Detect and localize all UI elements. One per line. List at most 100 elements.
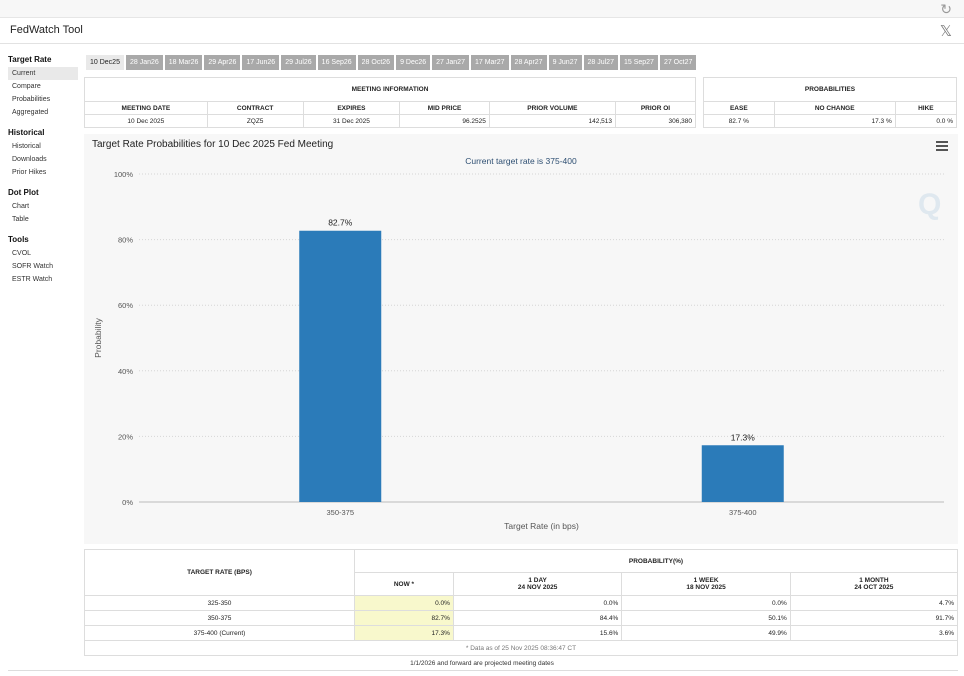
probability-cell: 82.7% <box>354 610 454 626</box>
tab-28-jan26[interactable]: 28 Jan26 <box>125 55 163 70</box>
tab-28-jul27[interactable]: 28 Jul27 <box>583 55 618 70</box>
probability-cell: 17.3% <box>354 625 454 641</box>
sidebar-item-compare[interactable]: Compare <box>12 83 41 90</box>
bar <box>701 445 784 502</box>
contract-value: ZQZ5 <box>206 114 304 128</box>
x-tick-label: 350-375 <box>326 508 354 517</box>
col-history-date: 24 NOV 2025 <box>517 584 558 591</box>
col-history-label: 1 WEEK <box>693 577 719 584</box>
col-history-label: NOW * <box>393 580 415 588</box>
probability-cell: 0.0% <box>354 595 454 611</box>
sidebar-item-estr-watch[interactable]: ESTR Watch <box>12 276 53 283</box>
tab-29-jul26[interactable]: 29 Jul26 <box>281 55 316 70</box>
tab-29-apr26[interactable]: 29 Apr26 <box>204 55 241 70</box>
tab-9-dec26[interactable]: 9 Dec26 <box>396 55 431 70</box>
data-timestamp-footnote: * Data as of 25 Nov 2025 08:36:47 CT <box>84 640 958 656</box>
sidebar-item-prior-hikes[interactable]: Prior Hikes <box>12 169 47 176</box>
tab-15-sep27[interactable]: 15 Sep27 <box>619 55 658 70</box>
y-tick-label: 100% <box>114 170 134 179</box>
sidebar-item-sofr-watch[interactable]: SOFR Watch <box>12 263 53 270</box>
rate-cell: 325-350 <box>84 595 355 611</box>
tab-17-mar27[interactable]: 17 Mar27 <box>470 55 509 70</box>
sidebar-item-table[interactable]: Table <box>12 216 29 223</box>
probability-cell: 15.6% <box>452 625 623 641</box>
meeting-date-tabs: 10 Dec25 28 Jan26 18 Mar26 29 Apr26 17 Jun26… <box>86 55 697 70</box>
tab-17-jun26[interactable]: 17 Jun26 <box>242 55 280 70</box>
tab-28-apr27[interactable]: 28 Apr27 <box>510 55 547 70</box>
sidebar: Target Rate Current Compare Probabilities Ag… <box>8 55 78 286</box>
tab-27-jan27[interactable]: 27 Jan27 <box>432 55 469 70</box>
col-ease: EASE <box>703 101 775 115</box>
y-tick-label: 0% <box>122 498 133 507</box>
divider <box>8 670 958 671</box>
tab-28-oct26[interactable]: 28 Oct26 <box>357 55 395 70</box>
sidebar-item-downloads[interactable]: Downloads <box>12 156 47 163</box>
col-target-rate: TARGET RATE (BPS) <box>84 549 355 596</box>
table-row: 375-400 (Current) 17.3% 15.6% 49.9% 3.6% <box>84 625 959 641</box>
mid-price-value: 96.2525 <box>399 114 490 128</box>
bar-data-label: 82.7% <box>328 218 353 228</box>
col-mid-price: MID PRICE <box>399 101 490 115</box>
bar-chart: 0% 20% 40% 60% 80% 100% 82.7% 350-375 17.3% 375-4… <box>93 170 944 531</box>
col-history-date: 24 OCT 2025 <box>854 584 894 591</box>
probability-history-table: TARGET RATE (BPS) PROBABILITY(%) NOW * 1 … <box>84 549 959 656</box>
col-history-2: 1 WEEK 18 NOV 2025 <box>621 572 791 596</box>
sidebar-item-probabilities[interactable]: Probabilities <box>12 96 51 103</box>
meeting-information-table: MEETING INFORMATION MEETING DATE CONTRAC… <box>84 77 697 128</box>
col-history-3: 1 MONTH 24 OCT 2025 <box>789 572 959 596</box>
meeting-date-value: 10 Dec 2025 <box>84 114 208 128</box>
sidebar-heading: Target Rate <box>8 55 52 64</box>
chart-subtitle: Current target rate is 375-400 <box>465 156 577 166</box>
top-toolbar: ↻ <box>0 0 964 18</box>
col-meeting-date: MEETING DATE <box>84 101 208 115</box>
refresh-icon[interactable]: ↻ <box>940 1 952 17</box>
sidebar-item-current[interactable]: Current <box>8 67 78 80</box>
y-tick-label: 60% <box>118 301 133 310</box>
chart-menu-icon[interactable] <box>936 141 948 151</box>
col-history-label: 1 MONTH <box>859 577 889 584</box>
probability-cell: 50.1% <box>621 610 791 626</box>
tab-16-sep26[interactable]: 16 Sep26 <box>317 55 356 70</box>
tab-9-jun27[interactable]: 9 Jun27 <box>548 55 582 70</box>
no-change-value: 17.3 % <box>773 114 896 128</box>
bar <box>299 230 382 502</box>
probability-cell: 0.0% <box>452 595 623 611</box>
hike-value: 0.0 % <box>894 114 958 128</box>
probability-cell: 0.0% <box>621 595 791 611</box>
tab-10-dec25[interactable]: 10 Dec25 <box>86 55 124 70</box>
rate-cell: 350-375 <box>84 610 355 626</box>
sidebar-item-chart[interactable]: Chart <box>12 203 30 210</box>
y-tick-label: 40% <box>118 367 133 376</box>
col-expires: EXPIRES <box>302 101 401 115</box>
col-history-0: NOW * <box>354 572 454 596</box>
sidebar-item-cvol[interactable]: CVOL <box>12 250 32 257</box>
x-logo-icon[interactable]: 𝕏 <box>939 23 952 40</box>
title-bar: FedWatch Tool 𝕏 <box>0 18 964 44</box>
col-prior-oi: PRIOR OI <box>614 101 697 115</box>
quikstrike-logo: Q <box>918 188 942 221</box>
chart-title: Target Rate Probabilities for 10 Dec 202… <box>92 139 334 150</box>
sidebar-item-aggregated[interactable]: Aggregated <box>12 109 49 116</box>
sidebar-heading: Dot Plot <box>8 188 39 197</box>
rate-cell: 375-400 (Current) <box>84 625 355 641</box>
sidebar-item-historical[interactable]: Historical <box>12 143 41 150</box>
probability-cell: 3.6% <box>789 625 959 641</box>
sidebar-heading: Tools <box>8 235 29 244</box>
expires-value: 31 Dec 2025 <box>302 114 401 128</box>
prior-oi-value: 306,380 <box>614 114 697 128</box>
table-row: 325-350 0.0% 0.0% 0.0% 4.7% <box>84 595 959 611</box>
x-tick-label: 375-400 <box>729 508 757 517</box>
probability-cell: 91.7% <box>789 610 959 626</box>
col-no-change: NO CHANGE <box>773 101 896 115</box>
x-axis-title: Target Rate (in bps) <box>504 521 579 531</box>
ease-value: 82.7 % <box>703 114 775 128</box>
tab-18-mar26[interactable]: 18 Mar26 <box>164 55 203 70</box>
col-history-label: 1 DAY <box>528 577 547 584</box>
bar-data-label: 17.3% <box>731 432 756 442</box>
prior-volume-value: 142,513 <box>488 114 616 128</box>
tab-27-oct27[interactable]: 27 Oct27 <box>659 55 697 70</box>
probability-cell: 4.7% <box>789 595 959 611</box>
table-row: 350-375 82.7% 84.4% 50.1% 91.7% <box>84 610 959 626</box>
col-history-1: 1 DAY 24 NOV 2025 <box>452 572 623 596</box>
meeting-info-heading: MEETING INFORMATION <box>84 77 696 102</box>
